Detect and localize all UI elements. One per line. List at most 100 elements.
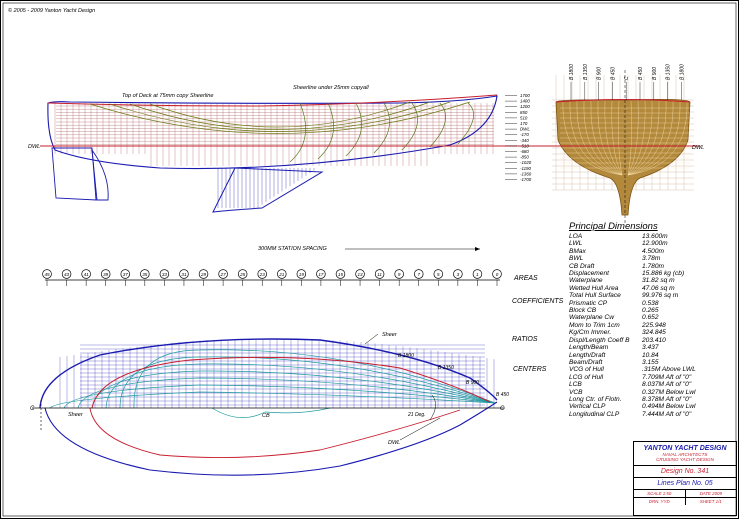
plan-sheer-outline	[39, 338, 498, 409]
dimension-value: 3.155	[642, 358, 659, 366]
company-line-1: NAVAL ARCHITECTS	[662, 452, 708, 457]
dimension-value: 99.976 sq m	[642, 292, 679, 300]
dimension-name: BWL	[569, 255, 584, 263]
height-label: -1190	[520, 166, 531, 171]
dimension-row: Length/Draft 10.84	[569, 352, 737, 359]
dimension-value: 8.378M Aft of "0"	[642, 395, 692, 403]
dimension-name: LCG of Hull	[569, 373, 604, 381]
station-marker	[81, 269, 91, 279]
body-section-left	[611, 100, 623, 176]
dimension-value: 13.600m	[642, 233, 668, 240]
dimension-value: 3.437	[642, 344, 659, 352]
dimension-name: Wetted Hull Area	[569, 284, 619, 292]
plan-dwl-lower	[89, 407, 461, 459]
body-section-left	[576, 100, 623, 176]
station-number: 15	[338, 272, 344, 277]
section-line	[373, 102, 390, 154]
dimension-value: 0.494M Below Lwl	[642, 403, 696, 411]
sheer-label-plan: Sheer	[382, 332, 398, 338]
c-label-right: C	[500, 406, 505, 412]
station-number: 23	[259, 272, 266, 277]
section-line	[345, 102, 362, 157]
body-plan-buttock-labels: B 1800 B 1350 B 900 B 450 C B 450 B 900 B 1350 B…	[569, 64, 685, 100]
b1800-label: B 1800	[398, 353, 414, 359]
station-number: 9	[398, 272, 401, 277]
dwl-label-plan: DWL	[388, 440, 400, 446]
height-label: 170	[520, 121, 528, 126]
dimension-name: Displacement	[569, 270, 609, 278]
station-number: 21	[278, 272, 285, 277]
b450-label: B 450	[496, 392, 509, 398]
dwl-label-left: DWL	[28, 144, 40, 150]
station-number: 7	[417, 272, 420, 277]
station-number: 39	[103, 272, 109, 277]
station-marker	[198, 269, 209, 279]
station-number: 5	[437, 272, 440, 277]
dimension-row: Wetted Hull Area 47.06 sq m	[569, 285, 737, 292]
dimension-value: 15.886 kg (cb)	[642, 270, 685, 278]
dimension-value: 324.845	[642, 329, 666, 337]
field-date: DATE 2009	[699, 491, 722, 496]
station-number: 13	[357, 272, 363, 277]
body-section-left	[618, 100, 623, 176]
principal-dimensions-title: Principal Dimensions	[569, 221, 658, 232]
keel-fin	[212, 167, 324, 213]
dimension-value: 0.652	[642, 314, 659, 322]
section-line	[457, 102, 474, 145]
b1350-label: B 1350	[438, 365, 454, 371]
station-number: 1	[476, 272, 479, 277]
coefficients-label: COEFFICIENTS	[512, 298, 564, 305]
dimension-name: Long Ctr. of Flotn.	[569, 395, 622, 403]
height-label: 510	[520, 115, 528, 120]
dimension-name: LWL	[569, 240, 583, 248]
dimension-name: Kg/Cm Immer.	[569, 329, 612, 337]
deg-label: 21 Deg.	[407, 412, 426, 418]
plan-waterline	[77, 377, 496, 409]
dimension-value: 203.410	[642, 336, 666, 344]
skeg	[91, 148, 109, 201]
station-marker	[237, 269, 248, 279]
height-label: -1700	[520, 177, 532, 182]
dimension-row: Displ/Length Coeff B 203.410	[569, 337, 737, 344]
dimension-value: 0.327M Below Lwl	[642, 388, 696, 396]
deck-note: Top of Deck at 75mm copy Sheerline	[122, 93, 214, 99]
company-name: YANTON YACHT DESIGN	[643, 445, 727, 452]
dimension-row: Long Ctr. of Flotn. 8.378M Aft of "0"	[569, 396, 737, 403]
station-number: 31	[181, 272, 187, 277]
dimension-value: 12.900m	[642, 240, 668, 248]
buttock-line	[149, 101, 411, 128]
dimension-name: Waterplane Cw	[569, 314, 614, 322]
height-label: 1200	[520, 104, 530, 109]
body-section-right	[627, 100, 653, 176]
station-ruler: 300MM STATION SPACING 45 43 41 39 37 35 33 31 29…	[42, 246, 502, 286]
station-marker	[42, 269, 52, 279]
station-marker	[159, 269, 170, 279]
hull-profile-outline	[47, 95, 498, 170]
body-plan: DWL B 1800 B 1350 B 900 B 450 C B 450 B 900 B 1…	[548, 64, 704, 225]
body-buttock-label: B 1350	[583, 64, 589, 80]
title-block: YANTON YACHT DESIGN NAVAL ARCHITECTS CRU…	[633, 441, 737, 516]
dimension-row: Kg/Cm Immer. 324.845	[569, 329, 737, 336]
dimension-row: Block CB 0.265	[569, 307, 737, 314]
dimension-row: LCB 8.037M Aft of "0"	[569, 381, 737, 388]
dimension-row: CB Draft 1.780m	[569, 263, 737, 270]
dimension-value: 31.82 sq m	[642, 277, 675, 285]
c-label-left: C	[30, 406, 35, 412]
station-number: 33	[162, 272, 168, 277]
station-marker	[100, 269, 111, 279]
section-line	[317, 102, 334, 160]
body-buttock-label: B 450	[638, 67, 644, 80]
section-line	[401, 102, 418, 151]
dimension-name: CB Draft	[569, 262, 595, 270]
station-marker	[374, 269, 385, 279]
station-number: 25	[239, 272, 246, 277]
dimension-name: Length/Beam	[569, 344, 609, 352]
dimension-name: Longitudinal CLP	[569, 410, 620, 418]
dimension-value: 10.84	[642, 351, 659, 359]
height-label: 1700	[520, 93, 530, 98]
station-marker	[492, 269, 502, 279]
plan-waterline	[91, 370, 496, 409]
dimension-name: Vertical CLP	[569, 403, 606, 411]
buttock-line	[129, 101, 431, 130]
